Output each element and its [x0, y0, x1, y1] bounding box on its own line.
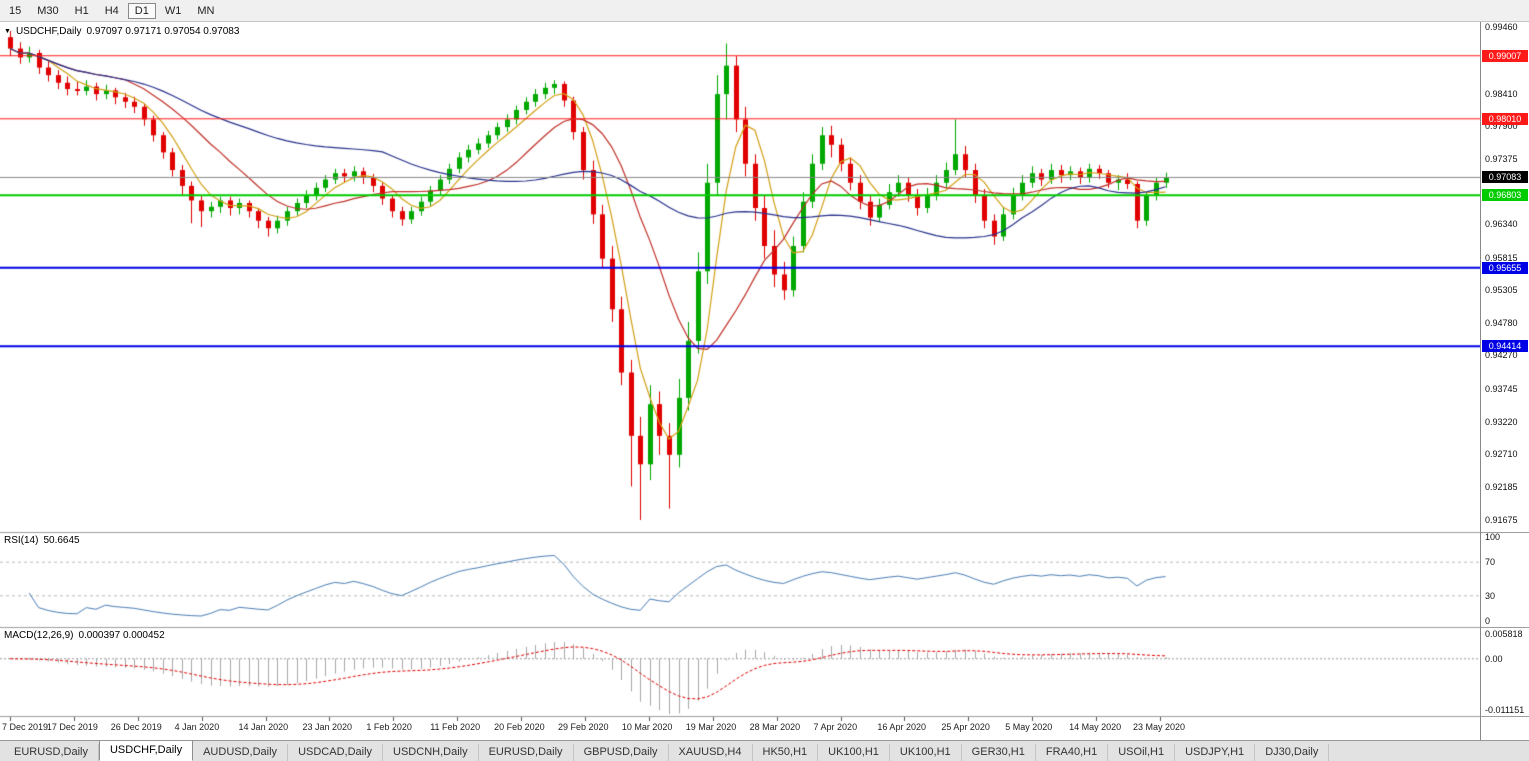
macd-name: MACD(12,26,9) [4, 630, 74, 641]
date-label-18: 23 May 2020 [1132, 722, 1186, 732]
current-price-badge: 0.97083 [1482, 171, 1528, 184]
rsi-level-100: 100 [1485, 532, 1501, 542]
date-axis[interactable]: 7 Dec 2019 17 Dec 2019 26 Dec 2019 4 Jan 20… [0, 717, 1480, 740]
macd-level-0.00: 0.00 [1485, 653, 1503, 664]
price-badge-0.98010: 0.98010 [1482, 112, 1528, 125]
date-label-8: 20 Feb 2020 [494, 722, 545, 732]
date-label-7: 11 Feb 2020 [430, 722, 481, 732]
timeframe-button-M30[interactable]: M30 [37, 4, 59, 17]
price-badge-0.94414: 0.94414 [1482, 340, 1528, 353]
date-label-5: 23 Jan 2020 [302, 722, 352, 732]
tab-eurusd-daily-0[interactable]: EURUSD,Daily [4, 744, 99, 761]
date-label-0: 7 Dec 2019 [2, 722, 49, 732]
date-label-11: 19 Mar 2020 [685, 722, 737, 732]
tab-hk50-h1-8[interactable]: HK50,H1 [753, 744, 819, 761]
rsi-level-0: 0 [1485, 616, 1491, 626]
price-tick-0.95305: 0.95305 [1485, 284, 1518, 295]
chart-symbol-label: USDCHF,Daily [15, 26, 82, 37]
price-tick-0.91675: 0.91675 [1485, 514, 1518, 525]
date-label-16: 5 May 2020 [1005, 722, 1053, 732]
date-label-14: 16 Apr 2020 [877, 722, 926, 732]
tab-usdcad-daily-3[interactable]: USDCAD,Daily [288, 744, 384, 761]
tab-uk100-h1-9[interactable]: UK100,H1 [818, 744, 890, 761]
rsi-level-30: 30 [1485, 590, 1496, 601]
chart-canvas[interactable] [0, 22, 1480, 740]
tab-fra40-h1-12[interactable]: FRA40,H1 [1036, 744, 1109, 761]
tab-ger30-h1-11[interactable]: GER30,H1 [962, 744, 1036, 761]
price-tick-0.92710: 0.92710 [1485, 449, 1518, 460]
price-tick-0.92185: 0.92185 [1485, 482, 1518, 493]
timeframe-button-H1[interactable]: H1 [74, 4, 89, 17]
timeframe-button-MN[interactable]: MN [197, 4, 215, 17]
macd-level-0.005818: 0.005818 [1485, 629, 1523, 639]
chart-ohlc-values: 0.97097 0.97171 0.97054 0.97083 [86, 26, 240, 37]
timeframe-button-15[interactable]: 15 [9, 4, 22, 17]
macd-values: 0.000397 0.000452 [78, 630, 165, 641]
symbol-dropdown-icon[interactable]: ▼ [4, 27, 11, 35]
price-tick-0.96340: 0.96340 [1485, 219, 1518, 230]
rsi-name: RSI(14) [4, 535, 39, 546]
date-label-3: 4 Jan 2020 [174, 722, 220, 732]
tab-usdcnh-daily-4[interactable]: USDCNH,Daily [383, 744, 479, 761]
price-tick-0.94780: 0.94780 [1485, 318, 1518, 329]
rsi-value: 50.6645 [43, 535, 80, 546]
price-tick-0.93745: 0.93745 [1485, 383, 1518, 394]
date-label-9: 29 Feb 2020 [557, 722, 609, 732]
tab-usdjpy-h1-14[interactable]: USDJPY,H1 [1175, 744, 1256, 761]
price-axis[interactable]: 0.99460 0.98410 0.97900 0.97375 0.96340 0.958… [1480, 22, 1529, 740]
chart-header: ▼ USDCHF,Daily 0.97097 0.97171 0.97054 0… [4, 26, 239, 37]
tab-gbpusd-daily-6[interactable]: GBPUSD,Daily [574, 744, 669, 761]
date-label-12: 28 Mar 2020 [749, 722, 801, 732]
axis-separator-0 [1481, 532, 1529, 533]
timeframe-button-W1[interactable]: W1 [164, 4, 182, 17]
price-tick-0.97375: 0.97375 [1485, 153, 1518, 164]
date-label-15: 25 Apr 2020 [941, 722, 990, 732]
axis-separator-2 [1481, 716, 1529, 717]
date-label-6: 1 Feb 2020 [366, 722, 412, 732]
rsi-label: RSI(14) 50.6645 [4, 535, 85, 546]
date-label-2: 26 Dec 2019 [110, 722, 162, 732]
price-badge-0.99007: 0.99007 [1482, 49, 1528, 62]
price-tick-0.93220: 0.93220 [1485, 416, 1518, 427]
price-tick-0.99460: 0.99460 [1485, 22, 1518, 33]
tab-usoil-h1-13[interactable]: USOil,H1 [1108, 744, 1176, 761]
timeframe-toolbar: 15 M30 H1 H4 D1 W1 MN [0, 0, 1529, 22]
axis-separator-1 [1481, 627, 1529, 628]
date-label-17: 14 May 2020 [1069, 722, 1122, 732]
price-badge-0.95655: 0.95655 [1482, 261, 1528, 274]
tab-dj30-daily-15[interactable]: DJ30,Daily [1255, 744, 1330, 761]
chart-tabs: EURUSD,Daily USDCHF,Daily AUDUSD,Daily USDC… [0, 740, 1529, 761]
tab-eurusd-daily-5[interactable]: EURUSD,Daily [479, 744, 574, 761]
timeframe-button-H4[interactable]: H4 [104, 4, 119, 17]
macd-level--0.011151: -0.011151 [1485, 705, 1525, 715]
tab-usdchf-daily-1[interactable]: USDCHF,Daily [98, 741, 194, 761]
price-tick-0.95815: 0.95815 [1485, 252, 1518, 263]
date-label-10: 10 Mar 2020 [621, 722, 673, 732]
date-label-13: 7 Apr 2020 [813, 722, 858, 732]
price-tick-0.98410: 0.98410 [1485, 88, 1518, 99]
date-label-4: 14 Jan 2020 [238, 722, 289, 732]
price-tick-0.97900: 0.97900 [1485, 120, 1518, 131]
macd-label: MACD(12,26,9) 0.000397 0.000452 [4, 630, 170, 641]
price-badge-0.96803: 0.96803 [1482, 189, 1528, 202]
tab-audusd-daily-2[interactable]: AUDUSD,Daily [193, 744, 289, 761]
tab-xauusd-h4-7[interactable]: XAUUSD,H4 [669, 744, 753, 761]
rsi-level-70: 70 [1485, 557, 1496, 568]
price-tick-0.94270: 0.94270 [1485, 350, 1518, 361]
tab-uk100-h1-10[interactable]: UK100,H1 [890, 744, 962, 761]
timeframe-button-D1[interactable]: D1 [127, 2, 156, 19]
date-label-1: 17 Dec 2019 [46, 722, 98, 732]
